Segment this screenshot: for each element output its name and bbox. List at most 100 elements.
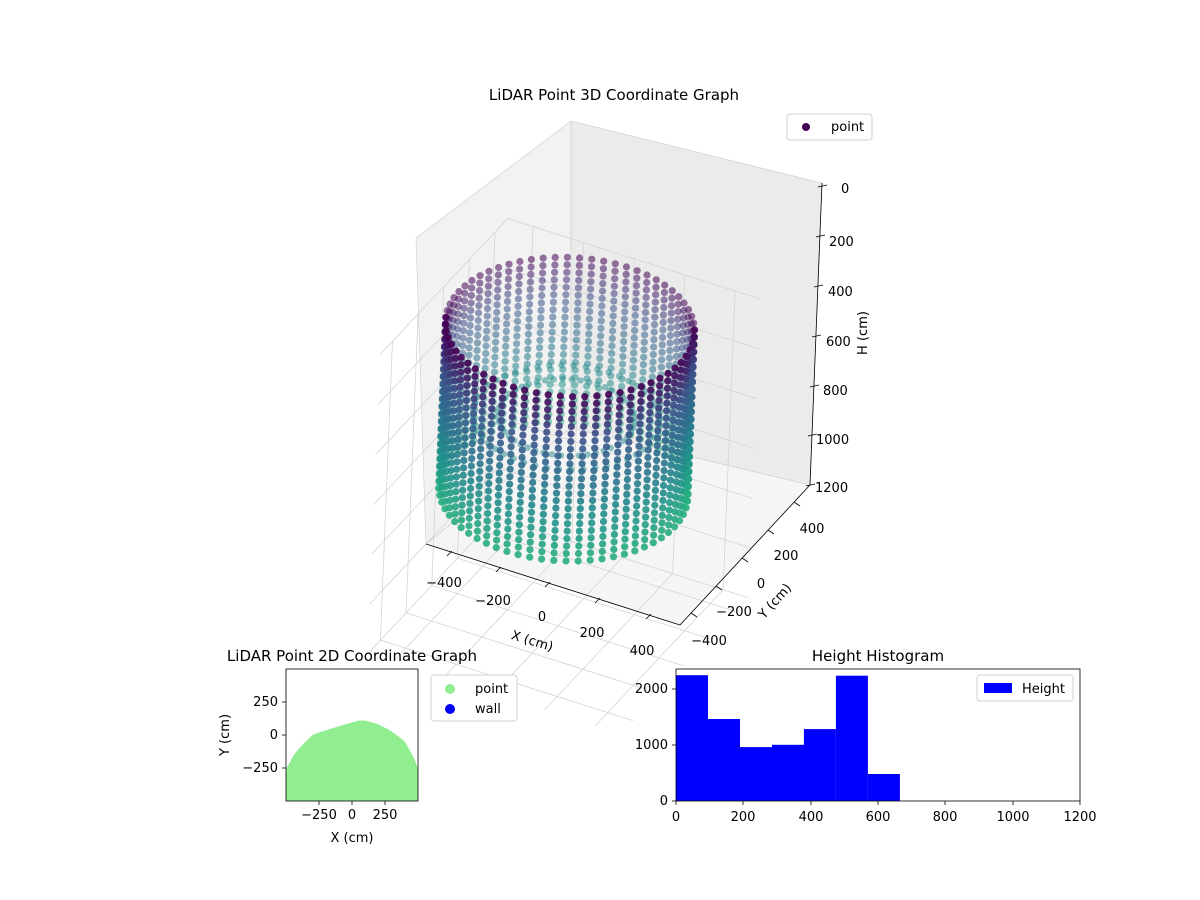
- point-3d: [582, 363, 589, 371]
- point-3d: [555, 422, 563, 430]
- x-tick-label-2d: −250: [301, 808, 337, 823]
- point-3d: [475, 287, 484, 295]
- point-3d: [455, 398, 464, 406]
- point-3d: [633, 487, 641, 495]
- point-3d: [636, 427, 644, 435]
- point-3d: [554, 444, 562, 452]
- point-3d: [508, 428, 516, 436]
- point-3d: [686, 438, 694, 446]
- point-3d: [532, 389, 540, 397]
- point-3d: [456, 383, 464, 391]
- point-3d: [461, 289, 469, 297]
- point-3d: [664, 528, 673, 537]
- point-3d: [452, 488, 460, 496]
- point-3d: [634, 465, 642, 473]
- point-3d: [546, 362, 553, 369]
- point-3d: [537, 299, 546, 307]
- point-3d: [599, 517, 608, 526]
- point-3d: [609, 327, 617, 335]
- point-3d: [458, 494, 466, 502]
- point-3d: [658, 356, 666, 364]
- point-3d: [485, 480, 493, 488]
- point-3d: [665, 521, 673, 529]
- point-3d: [650, 516, 658, 524]
- point-3d: [656, 382, 664, 390]
- point-3d: [685, 468, 693, 476]
- point-3d: [519, 416, 528, 424]
- point-3d: [478, 407, 486, 416]
- point-3d: [529, 471, 537, 479]
- point-3d: [679, 314, 688, 322]
- point-3d: [530, 434, 539, 442]
- point-3d: [586, 378, 593, 386]
- point-3d: [637, 390, 645, 398]
- point-3d: [626, 401, 635, 409]
- point-3d: [620, 323, 628, 331]
- point-3d: [514, 551, 522, 559]
- point-3d: [485, 275, 493, 283]
- grid-line: [379, 218, 761, 356]
- point-3d: [543, 413, 551, 421]
- point-3d: [552, 504, 560, 512]
- point-3d: [688, 386, 696, 394]
- point-3d: [626, 416, 634, 424]
- point-3d: [678, 344, 686, 352]
- x-label-3d: X (cm): [509, 628, 555, 655]
- point-3d: [474, 520, 482, 528]
- point-3d: [591, 429, 599, 437]
- grid-line: [544, 573, 673, 711]
- point-3d: [594, 381, 601, 388]
- grid-line: [431, 585, 685, 667]
- title-hist: Height Histogram: [812, 647, 944, 665]
- point-3d: [527, 255, 536, 264]
- point-3d: [562, 557, 570, 565]
- point-3d: [527, 508, 536, 516]
- point-3d: [641, 521, 649, 529]
- grid-line: [457, 557, 711, 640]
- point-3d: [679, 321, 687, 330]
- point-3d: [474, 324, 482, 332]
- point-3d: [619, 353, 627, 361]
- point-3d: [655, 397, 663, 405]
- point-3d: [579, 445, 587, 453]
- point-3d: [609, 305, 618, 313]
- point-3d: [629, 371, 637, 379]
- point-3d: [542, 450, 550, 459]
- point-3d: [644, 453, 652, 461]
- point-3d: [493, 521, 501, 529]
- point-3d: [589, 481, 597, 490]
- x-tick-label-2d: 0: [348, 808, 356, 823]
- point-3d: [664, 369, 672, 378]
- point-3d: [476, 272, 484, 280]
- point-3d: [553, 467, 562, 475]
- point-3d: [450, 384, 458, 392]
- point-3d: [503, 532, 512, 541]
- point-3d: [532, 404, 540, 412]
- point-3d: [453, 450, 461, 458]
- point-3d: [457, 516, 466, 524]
- point-3d: [621, 535, 629, 543]
- point-3d: [623, 490, 631, 498]
- point-3d: [454, 435, 462, 443]
- point-3d: [541, 465, 549, 474]
- point-3d: [466, 321, 474, 329]
- point-3d: [650, 336, 658, 344]
- point-3d: [570, 362, 577, 369]
- point-3d: [530, 456, 538, 464]
- point-3d: [501, 350, 509, 358]
- point-3d: [461, 434, 469, 442]
- point-3d: [451, 362, 459, 370]
- point-3d: [653, 449, 661, 457]
- point-3d: [541, 377, 549, 384]
- point-3d: [584, 345, 592, 353]
- point-3d: [484, 502, 492, 510]
- point-3d: [505, 488, 513, 496]
- point-3d: [452, 495, 460, 503]
- point-3d: [505, 268, 513, 276]
- point-3d: [516, 257, 524, 266]
- point-3d: [495, 469, 503, 477]
- point-3d: [468, 276, 476, 285]
- point-3d: [564, 497, 573, 505]
- point-3d: [602, 443, 611, 451]
- point-3d: [646, 394, 655, 402]
